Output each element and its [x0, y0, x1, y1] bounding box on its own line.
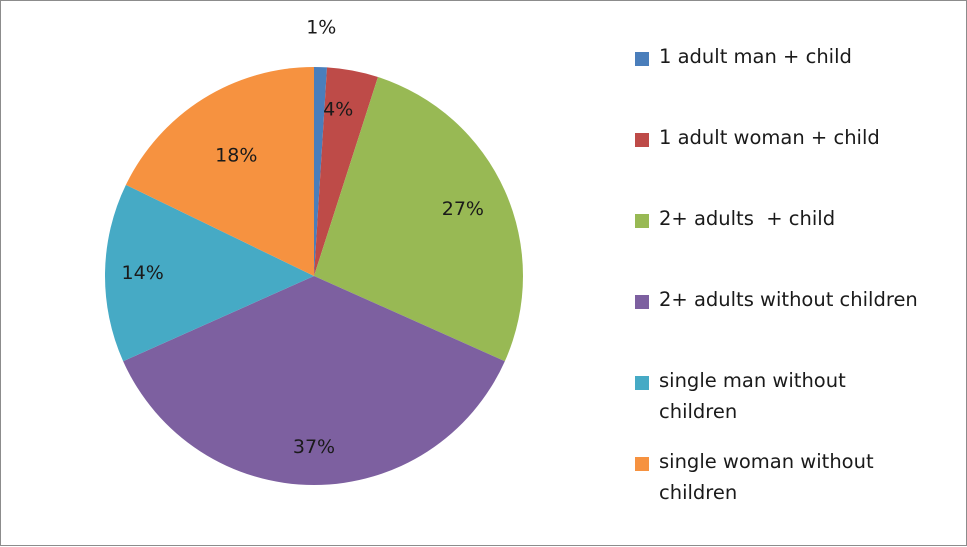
legend-label: single woman without children: [659, 450, 874, 504]
pie-data-labels: 1% 4% 27% 37% 14% 18%: [122, 17, 484, 458]
legend-label: 2+ adults without children: [659, 288, 918, 311]
pie-slices: [105, 67, 523, 485]
pie-area: 1% 4% 27% 37% 14% 18%: [1, 1, 621, 547]
legend-swatch: [635, 214, 649, 228]
pie-data-label: 1%: [306, 17, 336, 39]
legend-swatch: [635, 133, 649, 147]
legend-label: 1 adult man + child: [659, 45, 852, 68]
pie-data-label: 4%: [323, 98, 353, 120]
pie-data-label: 27%: [442, 198, 484, 220]
legend-swatch: [635, 52, 649, 66]
legend-swatch: [635, 376, 649, 390]
pie-chart: 1% 4% 27% 37% 14% 18%: [105, 17, 523, 485]
legend-swatch: [635, 457, 649, 471]
legend-label: 2+ adults + child: [659, 207, 836, 230]
legend-swatch: [635, 295, 649, 309]
pie-data-label: 37%: [293, 436, 335, 458]
pie-slice-single-man-without-children: [105, 184, 314, 362]
pie-data-label: 14%: [122, 262, 164, 284]
pie-slice-1-adult-woman-child: [314, 67, 378, 276]
pie-slice-2-adults-child: [314, 77, 523, 362]
pie-slice-single-woman-without-children: [125, 67, 314, 276]
legend-label: 1 adult woman + child: [659, 126, 880, 149]
pie-slice-1-adult-man-child: [314, 67, 327, 276]
pie-slice-2-adults-without-children: [123, 276, 505, 485]
pie-data-label: 18%: [215, 145, 257, 167]
legend-label: single man without children: [659, 369, 846, 423]
